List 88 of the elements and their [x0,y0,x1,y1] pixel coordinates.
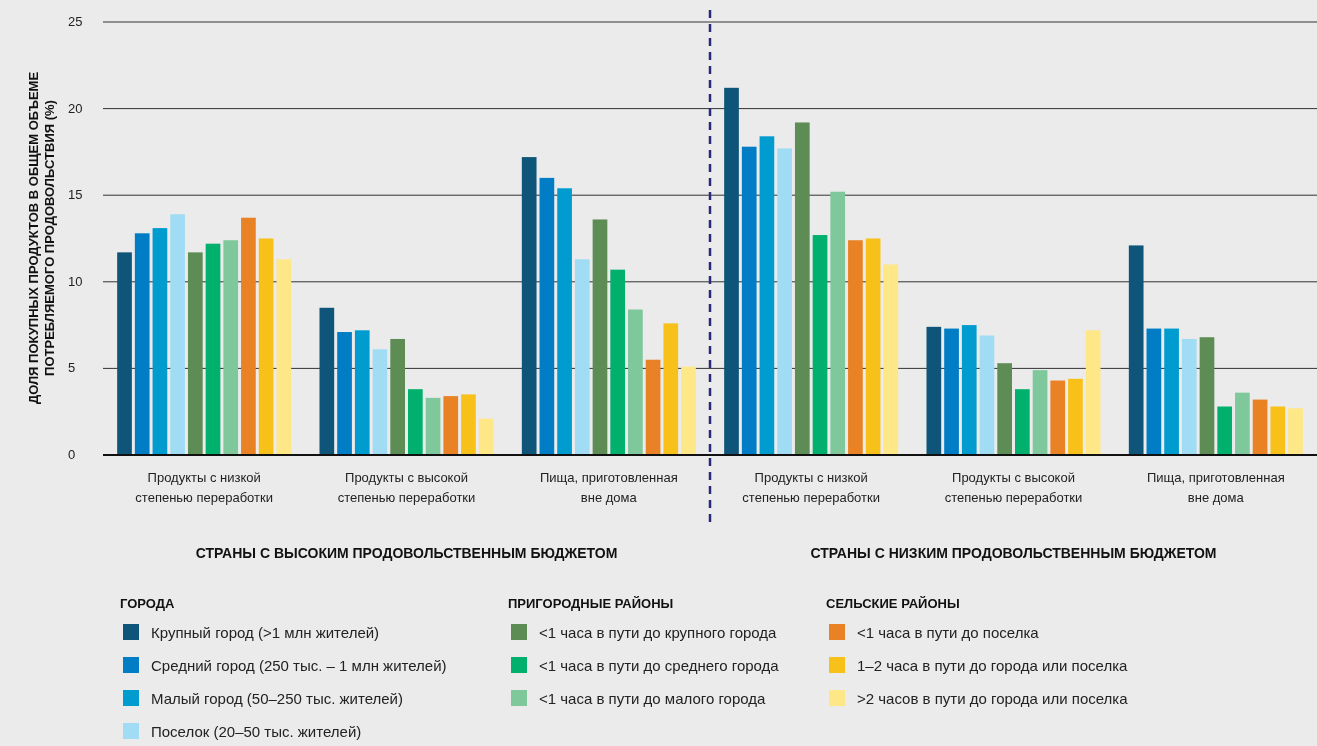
bar [425,397,441,455]
bar [1270,406,1286,455]
legend-label: Поселок (20–50 тыс. жителей) [151,723,362,740]
legend-label: Крупный город (>1 млн жителей) [151,624,380,641]
bar [1288,408,1303,455]
bar [848,240,863,455]
x-tick-label: Продукты с низкой степенью переработки [742,470,880,505]
bar [628,309,643,455]
bar [1252,399,1268,455]
bar [1146,328,1162,455]
bar [276,259,292,455]
bar [390,338,405,455]
bar [134,233,150,455]
bar [521,157,537,455]
bar [812,235,828,455]
bar [759,136,775,455]
y-tick-label: 20 [68,100,83,116]
bar [241,217,256,455]
bar [187,252,203,455]
legend-label: 1–2 часа в пути до города или поселка [857,657,1129,674]
bar [997,363,1012,455]
text: ПРИГОРОДНЫЕ РАЙОНЫ [508,596,674,611]
legend-label: <1 часа в пути до крупного города [539,624,778,641]
x-tick-label: Пища, приготовленная вне дома [539,470,678,505]
bar [478,418,494,455]
bar [663,323,679,455]
text: СТРАНЫ С ВЫСОКИМ ПРОДОВОЛЬСТВЕННЫМ БЮДЖЕТОМ [195,545,618,561]
bar [408,389,423,455]
legend-label: <1 часа в пути до поселка [857,624,1040,641]
text: ГОРОДА [120,596,176,611]
bar [830,191,846,455]
bar [1085,330,1101,455]
bar [926,326,942,455]
bar [777,148,792,455]
bar [372,349,388,455]
bar [944,328,959,455]
bar [1015,389,1030,455]
x-tick-label: Пища, приготовленная вне дома [1146,470,1285,505]
legend-label: Средний город (250 тыс. – 1 млн жителей) [151,657,447,674]
bar [223,240,239,455]
legend-label: <1 часа в пути до малого города [539,690,767,707]
bar [1217,406,1233,455]
x-tick-label: Продукты с низкой степенью переработки [135,470,273,505]
bar [1164,328,1179,455]
bar [574,259,590,455]
bar [681,366,696,455]
bar [117,252,132,455]
bar [1181,338,1197,455]
bar [443,396,459,455]
bar [724,87,739,455]
bar [961,325,977,455]
bar [319,307,335,455]
bar [258,238,274,455]
bar [557,188,572,455]
x-tick-label: Продукты с высокой степенью переработки [337,470,476,505]
y-axis-title: ДОЛЯ ПОКУПНЫХ ПРОДУКТОВ В ОБЩЕМ ОБЪЕМЕ ПОТРЕБЛЯЕМОГО ПРОДОВОЛЬСТВИЯ (%) [26,71,57,405]
text: СЕЛЬСКИЕ РАЙОНЫ [826,596,960,611]
bar [1032,370,1048,455]
bar [865,238,881,455]
y-tick-label: 0 [68,447,76,462]
bar [1199,337,1215,455]
legend-label: <1 часа в пути до среднего города [539,657,780,674]
y-tick-label: 10 [68,273,83,289]
bar [205,243,221,455]
bar [354,330,370,455]
text: СТРАНЫ С НИЗКИМ ПРОДОВОЛЬСТВЕННЫМ БЮДЖЕТОМ [810,545,1217,561]
legend-label: Малый город (50–250 тыс. жителей) [151,690,403,707]
bar [610,269,626,455]
y-tick-label: 25 [68,14,83,29]
y-tick-label: 5 [68,360,76,376]
bar [979,335,995,455]
bar [592,219,608,455]
bar [152,228,168,455]
x-tick-label: Продукты с высокой степенью переработки [944,470,1083,505]
bar [1235,392,1250,455]
bar [883,264,899,455]
bar [170,214,185,455]
bar [461,394,476,455]
y-tick-label: 15 [68,187,83,203]
bar [645,359,661,455]
bar [794,122,810,455]
bar [741,146,757,455]
bar [337,332,352,455]
bar [1050,380,1066,455]
legend-label: >2 часов в пути до города или поселка [857,690,1129,707]
bar [1128,245,1144,455]
bar [1068,378,1083,455]
bar [539,177,555,455]
